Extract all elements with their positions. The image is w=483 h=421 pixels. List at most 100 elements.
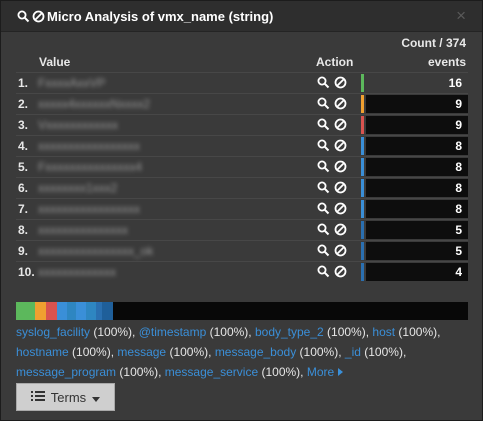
search-icon[interactable]: [317, 202, 330, 215]
field-link[interactable]: @timestamp: [138, 325, 207, 339]
ban-icon[interactable]: [334, 139, 347, 152]
table-row: 1. FxxxxAxxVP 16: [16, 72, 468, 93]
field-percent: (100%),: [166, 345, 212, 359]
ban-icon[interactable]: [334, 223, 347, 236]
color-marker: [361, 221, 364, 239]
terms-button-label: Terms: [50, 389, 87, 405]
field-link[interactable]: body_type_2: [254, 325, 324, 339]
row-index: 6.: [18, 181, 29, 195]
row-index: 5.: [18, 160, 29, 174]
row-actions: [317, 160, 347, 173]
ban-icon[interactable]: [334, 118, 347, 131]
field-link[interactable]: message_program: [16, 365, 117, 379]
table-row: 2. xxxxx4xxxxxxNxxxx2 9: [16, 93, 468, 114]
term-value: Fxxxxxxxxxxxxxxx4: [38, 160, 143, 174]
caret-right-icon: [337, 365, 343, 379]
term-value: Vxxxxxxxxxxxx: [38, 118, 119, 132]
field-percent: (100%),: [258, 365, 304, 379]
search-icon[interactable]: [317, 97, 330, 110]
row-actions: [317, 181, 347, 194]
strip-segment: [95, 302, 102, 320]
term-value: xxxxx4xxxxxxNxxxx2: [38, 97, 151, 111]
table-row: 9. xxxxxxxxxxxxxxxx_ok 5: [16, 240, 468, 261]
event-count: 9: [366, 116, 468, 134]
field-percent: (100%),: [360, 345, 407, 359]
row-index: 9.: [18, 244, 29, 258]
table-row: 6. xxxxxxxx1xxx2 8: [16, 177, 468, 198]
search-icon[interactable]: [17, 10, 30, 23]
term-value: xxxxxxxxxxxxx: [38, 265, 116, 279]
color-marker: [361, 137, 364, 155]
color-marker: [361, 263, 364, 281]
ban-icon[interactable]: [334, 265, 347, 278]
strip-segment: [101, 302, 108, 320]
ban-icon[interactable]: [334, 244, 347, 257]
search-icon[interactable]: [317, 139, 330, 152]
ban-icon[interactable]: [334, 181, 347, 194]
term-value: xxxxxxxxxxxxxxxxx: [38, 202, 140, 216]
ban-icon[interactable]: [334, 160, 347, 173]
search-icon[interactable]: [317, 265, 330, 278]
caret-down-icon: [92, 390, 101, 405]
color-marker: [361, 74, 364, 92]
table-row: 3. Vxxxxxxxxxxxx 9: [16, 114, 468, 135]
panel-title-text: Micro Analysis of vmx_name (string): [47, 9, 274, 24]
terms-button[interactable]: Terms: [16, 383, 115, 411]
row-actions: [317, 244, 347, 257]
row-index: 7.: [18, 202, 29, 216]
field-percent: (100%),: [296, 345, 342, 359]
ban-icon[interactable]: [334, 202, 347, 215]
field-link[interactable]: message: [117, 345, 167, 359]
column-header-events: events: [427, 55, 466, 69]
panel-title: Micro Analysis of vmx_name (string): [17, 9, 273, 24]
event-count: 9: [366, 95, 468, 113]
field-percent: (100%),: [395, 325, 441, 339]
event-count: 8: [366, 158, 468, 176]
search-icon[interactable]: [317, 76, 330, 89]
row-actions: [317, 97, 347, 110]
ban-icon[interactable]: [334, 97, 347, 110]
field-link[interactable]: _id: [344, 345, 361, 359]
close-icon[interactable]: ×: [456, 6, 466, 25]
search-icon[interactable]: [317, 223, 330, 236]
field-link[interactable]: host: [372, 325, 396, 339]
strip-segment: [107, 302, 113, 320]
row-index: 1.: [18, 76, 29, 90]
strip-segment: [66, 302, 77, 320]
row-actions: [317, 139, 347, 152]
field-link[interactable]: syslog_facility: [16, 325, 91, 339]
strip-segment: [16, 302, 36, 320]
field-link[interactable]: message_body: [214, 345, 297, 359]
field-list: syslog_facility (100%), @timestamp (100%…: [16, 322, 468, 382]
term-value: xxxxxxxxxxxxxxx: [38, 223, 128, 237]
ban-icon[interactable]: [334, 76, 347, 89]
field-link[interactable]: hostname: [16, 345, 69, 359]
count-label: Count / 374: [401, 36, 466, 50]
event-count: 8: [366, 137, 468, 155]
search-icon[interactable]: [317, 118, 330, 131]
search-icon[interactable]: [317, 244, 330, 257]
event-count: 5: [366, 221, 468, 239]
field-link[interactable]: message_service: [164, 365, 259, 379]
field-percent: (100%),: [206, 325, 252, 339]
table-row: 10. xxxxxxxxxxxxx 4: [16, 261, 468, 282]
row-index: 2.: [18, 97, 29, 111]
row-index: 3.: [18, 118, 29, 132]
more-label: More: [306, 365, 335, 379]
table-row: 5. Fxxxxxxxxxxxxxxx4 8: [16, 156, 468, 177]
list-icon: [30, 390, 45, 405]
row-index: 8.: [18, 223, 29, 237]
color-marker: [361, 200, 364, 218]
more-link[interactable]: More: [307, 365, 343, 379]
ban-icon[interactable]: [32, 10, 45, 23]
table-row: 8. xxxxxxxxxxxxxxx 5: [16, 219, 468, 240]
strip-segment: [76, 302, 87, 320]
event-count: 16: [448, 76, 462, 90]
row-actions: [317, 202, 347, 215]
column-header-value: Value: [39, 55, 71, 69]
search-icon[interactable]: [317, 181, 330, 194]
row-actions: [317, 223, 347, 236]
search-icon[interactable]: [317, 160, 330, 173]
field-percent: (100%),: [323, 325, 370, 339]
